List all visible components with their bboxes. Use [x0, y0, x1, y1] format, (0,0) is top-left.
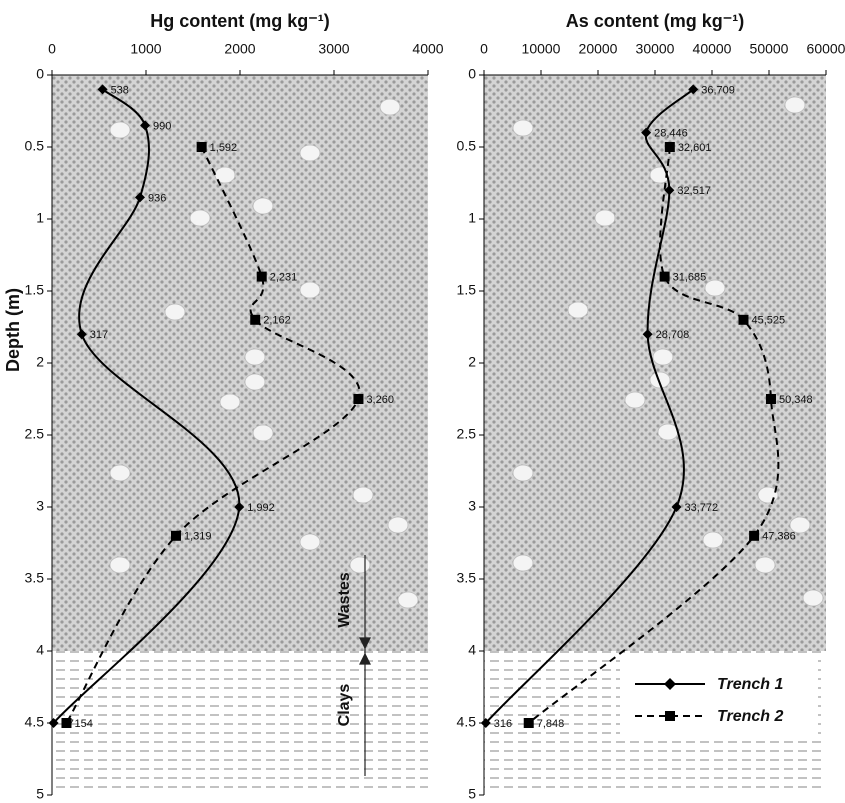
point-marker [76, 329, 87, 340]
x-tick-label: 0 [48, 41, 56, 57]
point-marker [664, 185, 675, 196]
data-label: 1,319 [184, 531, 212, 543]
y-axis-label: Depth (m) [3, 288, 23, 372]
y-tick-label: 4 [468, 642, 476, 658]
point-marker [250, 314, 261, 325]
point-marker [765, 394, 776, 404]
y-tick-label: 4.5 [457, 714, 477, 730]
x-tick-label: 0 [480, 41, 488, 57]
point-marker [523, 718, 534, 728]
y-tick-label: 4 [36, 642, 44, 658]
legend-label: Trench 1 [717, 676, 784, 693]
y-tick-label: 0 [468, 66, 476, 82]
data-label: 316 [494, 718, 512, 730]
data-label: 47,386 [762, 531, 796, 543]
data-label: 50,348 [779, 394, 813, 406]
data-label: 3,260 [366, 394, 394, 406]
y-tick-label: 5 [468, 786, 476, 802]
x-tick-label: 4000 [412, 41, 443, 57]
data-label: 936 [148, 192, 166, 204]
legend: Trench 1 Trench 2 [620, 660, 818, 738]
data-label: 31,685 [673, 272, 707, 284]
series-line [65, 146, 361, 724]
y-tick-label: 1.5 [25, 282, 45, 298]
x-tick-label: 60000 [807, 41, 845, 57]
data-label: 990 [153, 120, 171, 132]
y-tick-label: 2.5 [25, 426, 45, 442]
point-marker [170, 530, 181, 541]
x-tick-label: 2000 [224, 41, 255, 57]
point-marker [134, 192, 145, 203]
point-marker [480, 718, 491, 728]
annotation-clays: Clays [336, 684, 353, 727]
y-tick-label: 2.5 [457, 426, 477, 442]
point-marker [738, 314, 749, 325]
point-marker [61, 718, 72, 728]
x-tick-label: 30000 [636, 41, 675, 57]
point-marker [749, 530, 760, 541]
data-label: 28,446 [654, 128, 688, 140]
data-label: 33,772 [685, 502, 719, 514]
x-tick-label: 1000 [130, 41, 161, 57]
point-marker [641, 127, 652, 138]
y-tick-label: 5 [36, 786, 44, 802]
data-label: 317 [90, 329, 108, 341]
chart-title: Hg content (mg kg⁻¹) [150, 11, 329, 31]
point-marker [688, 84, 699, 95]
data-label: 154 [74, 718, 92, 730]
point-marker [256, 271, 267, 282]
data-label: 28,708 [656, 329, 690, 341]
layer-annotation [359, 555, 371, 776]
data-label: 2,162 [263, 315, 291, 327]
point-marker [97, 84, 108, 95]
y-tick-label: 3.5 [25, 570, 45, 586]
point-marker [353, 394, 364, 404]
series-line [528, 146, 780, 724]
y-tick-label: 3 [468, 498, 476, 514]
x-tick-label: 40000 [693, 41, 732, 57]
data-label: 32,601 [678, 142, 712, 154]
annotation-wastes: Wastes [336, 572, 353, 628]
x-tick-label: 50000 [750, 41, 789, 57]
point-marker [664, 142, 675, 152]
data-label: 538 [111, 84, 129, 96]
x-tick-label: 3000 [318, 41, 349, 57]
y-tick-label: 1.5 [457, 282, 477, 298]
y-tick-label: 0.5 [25, 138, 45, 154]
point-marker [671, 502, 682, 512]
data-label: 36,709 [701, 84, 735, 96]
y-tick-label: 1 [468, 210, 476, 226]
y-tick-label: 0.5 [457, 138, 477, 154]
x-tick-label: 20000 [579, 41, 618, 57]
y-tick-label: 0 [36, 66, 44, 82]
y-tick-label: 4.5 [25, 714, 45, 730]
point-marker [642, 329, 653, 340]
data-label: 2,231 [270, 272, 298, 284]
y-tick-label: 2 [468, 354, 476, 370]
point-marker [48, 718, 59, 728]
data-label: 1,592 [210, 142, 238, 154]
data-label: 45,525 [751, 315, 785, 327]
data-label: 7,848 [537, 718, 565, 730]
y-tick-label: 1 [36, 210, 44, 226]
y-tick-label: 2 [36, 354, 44, 370]
point-marker [234, 502, 245, 512]
chart-title: As content (mg kg⁻¹) [566, 11, 745, 31]
data-label: 32,517 [677, 185, 711, 197]
soil-background [52, 75, 428, 795]
x-tick-label: 10000 [522, 41, 561, 57]
point-marker [659, 271, 670, 282]
y-tick-label: 3.5 [457, 570, 477, 586]
point-marker [140, 120, 151, 131]
point-marker [196, 142, 207, 152]
y-tick-label: 3 [36, 498, 44, 514]
data-label: 1,992 [247, 502, 275, 514]
legend-label: Trench 2 [717, 708, 784, 725]
